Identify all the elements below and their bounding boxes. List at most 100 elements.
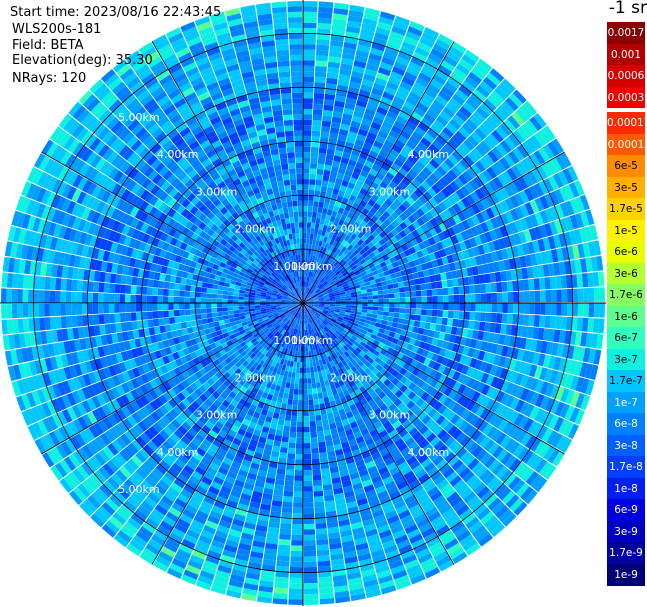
gate-cell [388, 307, 395, 313]
gate-cell [325, 192, 332, 199]
gate-cell [340, 322, 347, 328]
gate-cell [444, 349, 452, 359]
gate-cell [405, 356, 414, 365]
gate-cell [471, 379, 481, 391]
gate-cell [307, 296, 312, 300]
gate-cell [538, 180, 549, 195]
gate-cell [413, 188, 423, 198]
gate-cell [405, 268, 413, 275]
gate-cell [179, 309, 186, 316]
gate-cell [382, 176, 392, 185]
gate-cell [303, 108, 313, 115]
gate-cell [389, 202, 398, 212]
gate-cell [287, 398, 293, 405]
gate-cell [477, 264, 484, 275]
gate-cell [436, 355, 444, 364]
gate-cell [320, 185, 328, 193]
gate-cell [470, 368, 480, 380]
gate-cell [310, 222, 316, 229]
gate-cell [398, 286, 405, 293]
gate-cell [424, 201, 434, 211]
gate-cell [455, 162, 466, 174]
gate-cell [444, 436, 456, 448]
gate-cell [437, 444, 448, 455]
gate-cell [201, 318, 209, 325]
gate-cell [315, 288, 320, 293]
gate-cell [358, 89, 371, 98]
gate-cell [396, 276, 404, 283]
gate-cell [306, 356, 310, 363]
gate-cell [420, 283, 427, 291]
gate-cell [443, 303, 449, 311]
gate-cell [315, 528, 328, 535]
gate-cell [114, 313, 121, 323]
gate-cell [337, 190, 346, 198]
gate-cell [360, 329, 368, 335]
gate-cell [482, 331, 490, 342]
gate-cell [452, 391, 462, 403]
gate-cell [487, 94, 501, 108]
gate-cell [343, 263, 349, 269]
gate-cell [532, 327, 539, 340]
gate-cell [435, 69, 450, 81]
gate-cell [567, 423, 579, 440]
gate-cell [387, 382, 396, 391]
gate-cell [500, 323, 507, 335]
gate-cell [315, 55, 329, 62]
gate-cell [338, 244, 344, 251]
gate-cell [375, 26, 391, 36]
gate-cell [311, 292, 317, 297]
gate-cell [448, 389, 458, 400]
gate-cell [458, 420, 469, 432]
gate-cell [534, 440, 546, 455]
gate-cell [424, 342, 432, 351]
gate-cell [451, 402, 462, 414]
gate-cell [232, 303, 239, 307]
gate-cell [425, 57, 440, 69]
gate-cell [500, 469, 513, 483]
gate-cell [303, 119, 312, 126]
gate-cell [303, 141, 311, 147]
gate-cell [328, 270, 334, 277]
gate-cell [316, 168, 324, 176]
gate-cell [328, 291, 334, 295]
gate-cell [313, 98, 324, 105]
gate-cell [405, 196, 415, 206]
gate-cell [311, 292, 316, 297]
gate-cell [524, 403, 535, 418]
gate-cell [574, 331, 582, 346]
gate-cell [558, 419, 570, 435]
gate-cell [544, 368, 554, 383]
gate-cell [276, 424, 284, 431]
gate-cell [321, 322, 326, 327]
gate-cell [303, 259, 306, 266]
gate-cell [505, 494, 520, 509]
gate-cell [395, 56, 410, 67]
gate-cell [539, 290, 546, 303]
gate-cell [452, 318, 459, 327]
gate-cell [307, 206, 313, 212]
gate-cell [337, 316, 344, 321]
gate-cell [316, 212, 322, 219]
gate-cell [333, 261, 339, 267]
gate-cell [547, 236, 557, 250]
gate-cell [420, 223, 429, 233]
gate-cell [326, 226, 332, 233]
gate-cell [304, 583, 318, 589]
gate-cell [471, 67, 486, 81]
gate-cell [315, 239, 320, 246]
gate-cell [327, 288, 333, 292]
gate-cell [401, 354, 409, 362]
gate-cell [355, 273, 363, 279]
gate-cell [498, 356, 507, 368]
gate-cell [445, 184, 456, 195]
gate-cell [458, 174, 469, 186]
gate-cell [551, 138, 564, 154]
gate-cell [331, 266, 338, 273]
gate-cell [361, 296, 368, 300]
gate-cell [535, 340, 543, 353]
gate-cell [289, 566, 303, 573]
gate-cell [357, 238, 364, 246]
gate-cell [426, 336, 434, 345]
gate-cell [331, 234, 338, 241]
